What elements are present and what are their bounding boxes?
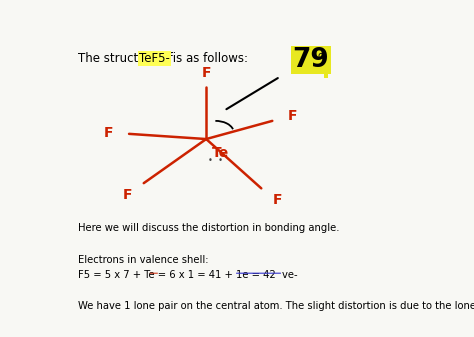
Text: o: o (318, 51, 323, 61)
Text: is as follows:: is as follows: (169, 52, 248, 65)
Text: 79: 79 (292, 47, 329, 73)
Text: F: F (288, 109, 297, 123)
Text: TeF5-: TeF5- (139, 52, 170, 65)
Text: Te: Te (212, 146, 229, 159)
Text: The structure of: The structure of (78, 52, 176, 65)
Text: F: F (104, 126, 114, 140)
FancyBboxPatch shape (324, 60, 328, 78)
Text: Here we will discuss the distortion in bonding angle.: Here we will discuss the distortion in b… (78, 223, 339, 234)
Text: F: F (273, 193, 283, 207)
Text: F5 = 5 x 7 + Te = 6 x 1 = 41 + 1e = 42  ve-: F5 = 5 x 7 + Te = 6 x 1 = 41 + 1e = 42 v… (78, 270, 297, 280)
Text: Electrons in valence shell:: Electrons in valence shell: (78, 254, 208, 265)
Text: F: F (201, 66, 211, 80)
Text: F: F (122, 188, 132, 202)
Text: We have 1 lone pair on the central atom. The slight distortion is due to the lon: We have 1 lone pair on the central atom.… (78, 301, 474, 311)
Text: •  •: • • (208, 156, 223, 165)
